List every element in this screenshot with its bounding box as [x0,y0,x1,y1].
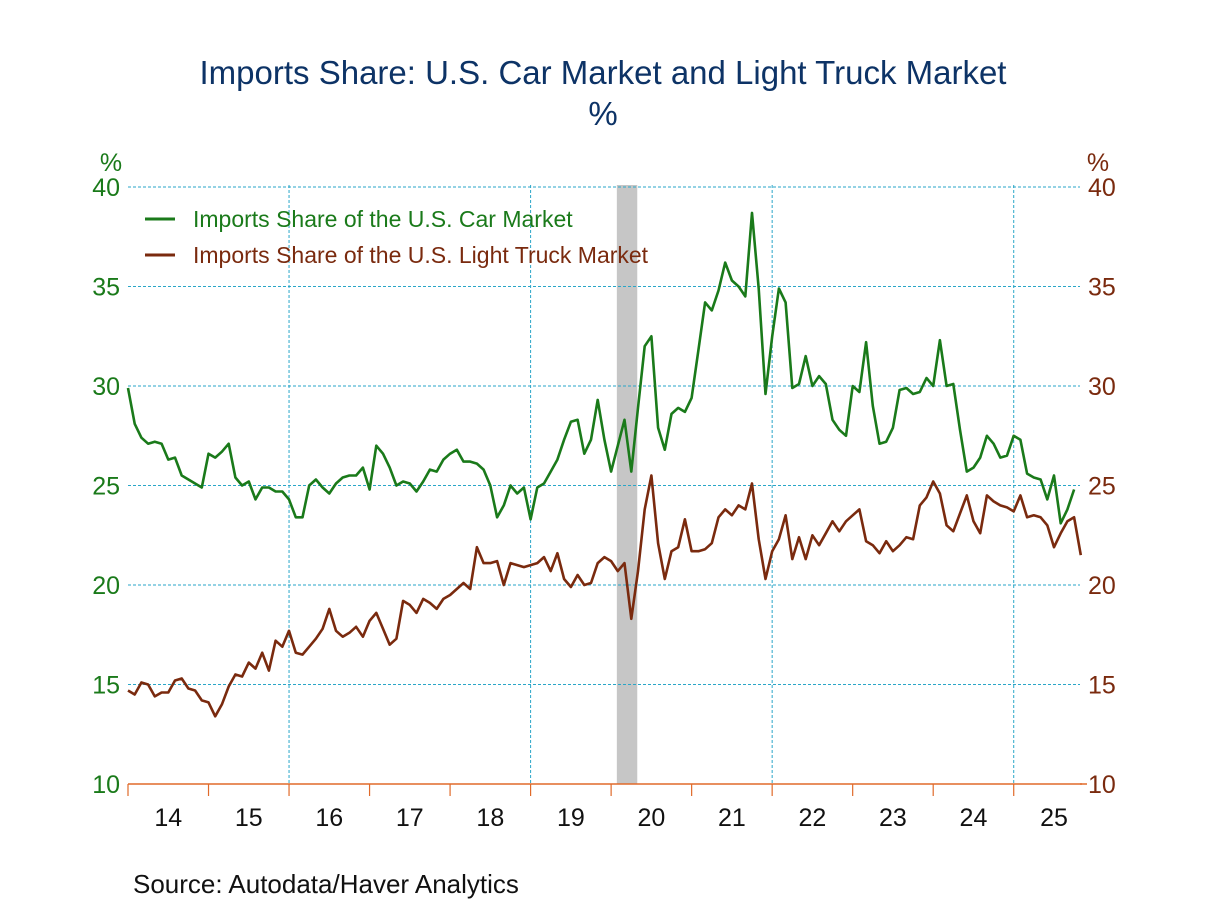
series-lines [126,211,1083,718]
y-tick-label-left: 40 [92,174,120,202]
x-tick-label: 22 [799,804,827,832]
x-tick-label: 21 [718,804,746,832]
right-axis-unit: % [1087,149,1109,177]
x-tick-label: 23 [879,804,907,832]
x-tick-label: 14 [154,804,182,832]
y-tick-label-right: 30 [1088,373,1116,401]
x-tick-label: 17 [396,804,424,832]
y-tick-label-right: 10 [1088,771,1116,799]
legend: Imports Share of the U.S. Car Market Imp… [145,206,649,268]
source-note: Source: Autodata/Haver Analytics [133,869,519,899]
left-axis-unit: % [100,149,122,177]
y-tick-label-left: 15 [92,672,120,700]
series-line-car [126,211,1076,525]
axes [127,783,1087,796]
y-tick-label-left: 25 [92,473,120,501]
legend-label-truck: Imports Share of the U.S. Light Truck Ma… [193,242,649,268]
chart-title: Imports Share: U.S. Car Market and Light… [200,54,1007,91]
legend-label-car: Imports Share of the U.S. Car Market [193,206,573,232]
x-tick-label: 20 [637,804,665,832]
y-tick-label-left: 20 [92,572,120,600]
chart-subtitle: % [588,95,617,132]
x-tick-label: 24 [960,804,988,832]
gridlines [128,185,1080,784]
x-tick-label: 19 [557,804,585,832]
y-tick-label-right: 25 [1088,473,1116,501]
y-tick-label-left: 35 [92,274,120,302]
y-tick-label-left: 10 [92,771,120,799]
x-tick-labels: 14 15 16 17 18 19 20 21 22 23 24 25 [154,804,1068,832]
recession-band [616,185,638,784]
y-tick-label-right: 20 [1088,572,1116,600]
y-tick-label-right: 15 [1088,672,1116,700]
series-line-light-truck [127,474,1083,718]
y-tick-label-right: 40 [1088,174,1116,202]
recession-shading [616,185,638,784]
x-tick-label: 16 [315,804,343,832]
y-tick-label-right: 35 [1088,274,1116,302]
y-tick-labels: 10 10 15 15 20 20 25 25 30 30 35 35 40 40 [92,174,1116,799]
y-tick-label-left: 30 [92,373,120,401]
x-tick-label: 15 [235,804,263,832]
x-tick-label: 25 [1040,804,1068,832]
x-tick-label: 18 [476,804,504,832]
